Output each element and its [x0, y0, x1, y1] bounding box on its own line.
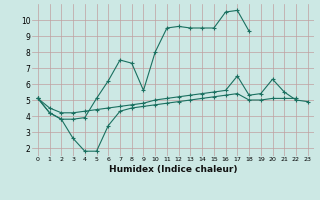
X-axis label: Humidex (Indice chaleur): Humidex (Indice chaleur): [108, 165, 237, 174]
